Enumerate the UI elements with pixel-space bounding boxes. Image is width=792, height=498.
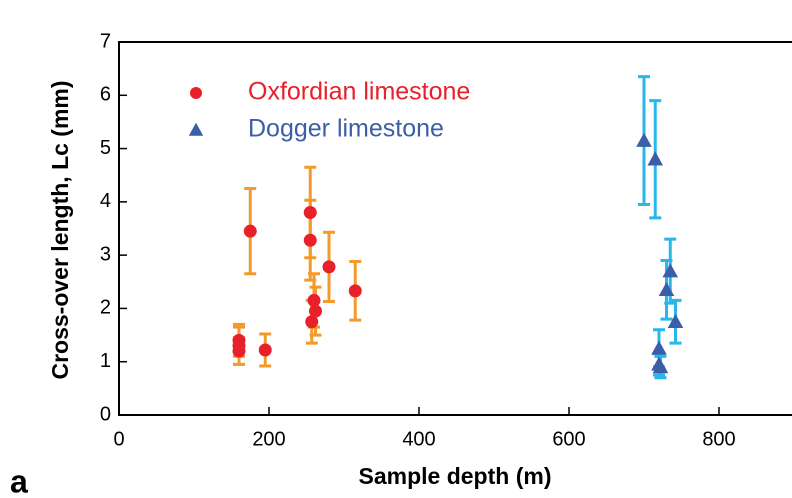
x-tick-label: 400 (402, 428, 435, 450)
y-tick-label: 2 (100, 297, 111, 319)
data-point (636, 132, 652, 147)
legend-label: Oxfordian limestone (248, 78, 470, 106)
y-tick-label: 6 (100, 84, 111, 106)
data-point (667, 313, 684, 328)
data-point (647, 151, 664, 166)
data-point (658, 281, 675, 297)
x-tick-label: 600 (552, 428, 585, 450)
x-tick-label: 0 (113, 428, 124, 450)
data-point (662, 263, 679, 278)
y-tick-label: 5 (100, 137, 111, 159)
data-point (307, 293, 321, 307)
y-tick-label: 1 (100, 350, 111, 372)
data-point (651, 340, 667, 355)
legend-marker (188, 122, 204, 136)
data-point (303, 206, 317, 220)
plot-frame (118, 41, 792, 416)
data-point (309, 304, 322, 318)
data-point (258, 343, 272, 357)
y-axis-label: Cross-over length, Lc (mm) (47, 80, 73, 379)
data-point (243, 224, 257, 238)
y-tick-label: 7 (100, 30, 111, 52)
y-tick-label: 3 (100, 243, 111, 265)
y-tick-label: 0 (100, 403, 111, 425)
data-point (652, 359, 669, 374)
data-point (322, 260, 336, 274)
panel-label: a (10, 463, 28, 498)
y-tick-label: 4 (100, 190, 111, 212)
x-tick-label: 800 (702, 428, 735, 450)
legend-label: Dogger limestone (248, 115, 444, 143)
data-point (232, 333, 246, 347)
data-point (232, 344, 246, 358)
x-axis-label: Sample depth (m) (359, 463, 552, 489)
x-tick-label: 200 (252, 428, 285, 450)
legend-marker (190, 87, 202, 99)
data-point (348, 284, 362, 298)
data-point (303, 233, 317, 247)
data-point (305, 315, 319, 329)
